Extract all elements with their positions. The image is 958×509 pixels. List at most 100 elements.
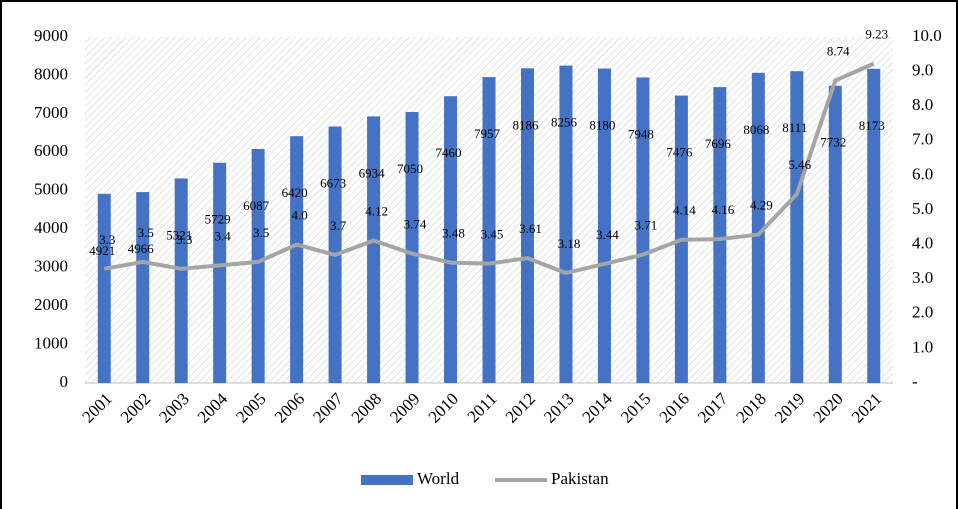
x-tick-label: 2020 xyxy=(809,389,846,426)
data-label: 7957 xyxy=(474,126,501,141)
x-tick-label: 2005 xyxy=(232,389,269,426)
x-tick-label: 2008 xyxy=(348,389,385,426)
bar xyxy=(790,71,804,383)
data-label: 3.45 xyxy=(481,227,504,242)
line xyxy=(103,61,875,275)
x-tick-label: 2021 xyxy=(848,389,885,426)
legend-label: World xyxy=(417,469,460,488)
data-label: 8.74 xyxy=(827,44,850,59)
y2-tick-label: 6.0 xyxy=(912,164,933,183)
y2-tick-label: 10.0 xyxy=(912,26,942,45)
y-tick-label: 1000 xyxy=(34,333,68,352)
bar xyxy=(367,116,381,384)
data-label: 4.14 xyxy=(673,203,696,218)
data-label: 7476 xyxy=(666,145,693,160)
bar xyxy=(828,85,842,383)
x-tick-label: 2009 xyxy=(386,389,423,426)
data-label: 6934 xyxy=(359,165,386,180)
data-label: 5.46 xyxy=(788,157,811,172)
x-tick-label: 2006 xyxy=(271,389,308,426)
y-tick-label: 7000 xyxy=(34,103,68,122)
y2-tick-label: 9.0 xyxy=(912,61,933,80)
data-label: 7050 xyxy=(397,161,423,176)
x-tick-label: 2004 xyxy=(194,389,232,427)
data-label: 3.3 xyxy=(99,232,115,247)
data-label: 3.3 xyxy=(176,232,192,247)
y-tick-label: 8000 xyxy=(34,64,68,83)
x-tick-label: 2015 xyxy=(617,389,654,426)
y-tick-label: 3000 xyxy=(34,257,68,276)
y-tick-label: 0 xyxy=(60,372,69,391)
data-label: 4.0 xyxy=(291,208,307,223)
data-label: 3.7 xyxy=(330,218,347,233)
x-tick-label: 2019 xyxy=(771,389,808,426)
data-label: 7732 xyxy=(820,135,846,150)
bar xyxy=(597,68,611,383)
bar xyxy=(636,77,650,384)
x-tick-label: 2013 xyxy=(540,389,577,426)
data-label: 8186 xyxy=(512,117,539,132)
x-tick-label: 2002 xyxy=(117,389,154,426)
y2-tick-label: 3.0 xyxy=(912,268,933,287)
data-label: 7460 xyxy=(436,145,462,160)
y2-tick-label: 4.0 xyxy=(912,234,933,253)
legend-label: Pakistan xyxy=(551,469,609,488)
data-label: 7948 xyxy=(628,126,654,141)
data-label: 8180 xyxy=(589,118,615,133)
data-label: 4966 xyxy=(128,241,155,256)
data-label: 8256 xyxy=(551,115,578,130)
bar xyxy=(251,148,265,383)
data-label: 6673 xyxy=(320,175,346,190)
data-label: 3.48 xyxy=(442,226,465,241)
data-label: 7696 xyxy=(705,136,732,151)
x-tick-label: 2010 xyxy=(425,389,462,426)
x-tick-label: 2003 xyxy=(155,389,192,426)
bar xyxy=(751,72,765,383)
data-label: 3.61 xyxy=(519,221,542,236)
bar xyxy=(520,68,534,384)
x-tick-label: 2012 xyxy=(502,389,539,426)
bar xyxy=(97,193,111,383)
data-label: 9.23 xyxy=(865,27,888,42)
data-label: 4921 xyxy=(89,243,115,258)
y-tick-label: 6000 xyxy=(34,141,68,160)
data-label: 4.12 xyxy=(365,203,388,218)
y-tick-label: 2000 xyxy=(34,295,68,314)
bar xyxy=(482,77,496,383)
y2-tick-label: 2.0 xyxy=(912,303,933,322)
x-tick-label: 2014 xyxy=(579,389,617,427)
y2-tick-label: 8.0 xyxy=(912,95,933,114)
x-tick-label: 2018 xyxy=(732,389,769,426)
x-tick-label: 2011 xyxy=(464,389,501,426)
data-label: 6087 xyxy=(243,198,270,213)
data-label: 8068 xyxy=(743,122,769,137)
data-label: 3.74 xyxy=(404,217,427,232)
bar xyxy=(290,136,304,383)
y-tick-label: 5000 xyxy=(34,180,68,199)
data-label: 3.5 xyxy=(138,225,154,240)
bar xyxy=(136,192,150,383)
bar xyxy=(405,111,419,383)
bar xyxy=(559,65,573,384)
y-tick-label: 9000 xyxy=(34,26,68,45)
y2-tick-label: - xyxy=(912,372,918,391)
legend-swatch xyxy=(361,475,413,485)
bar xyxy=(213,162,227,383)
bar xyxy=(444,96,458,384)
data-label: 3.44 xyxy=(596,227,619,242)
data-label: 3.18 xyxy=(558,236,581,251)
bar xyxy=(867,68,881,384)
x-tick-label: 2007 xyxy=(309,389,347,427)
data-label: 8111 xyxy=(782,120,807,135)
y2-tick-label: 5.0 xyxy=(912,199,933,218)
data-label: 3.5 xyxy=(253,225,269,240)
data-label: 5321 xyxy=(166,227,192,242)
data-label: 5729 xyxy=(205,212,231,227)
data-label: 6420 xyxy=(282,185,308,200)
y-tick-label: 4000 xyxy=(34,218,68,237)
y2-tick-label: 1.0 xyxy=(912,337,933,356)
bar xyxy=(713,87,727,383)
data-label: 4.16 xyxy=(711,202,734,217)
